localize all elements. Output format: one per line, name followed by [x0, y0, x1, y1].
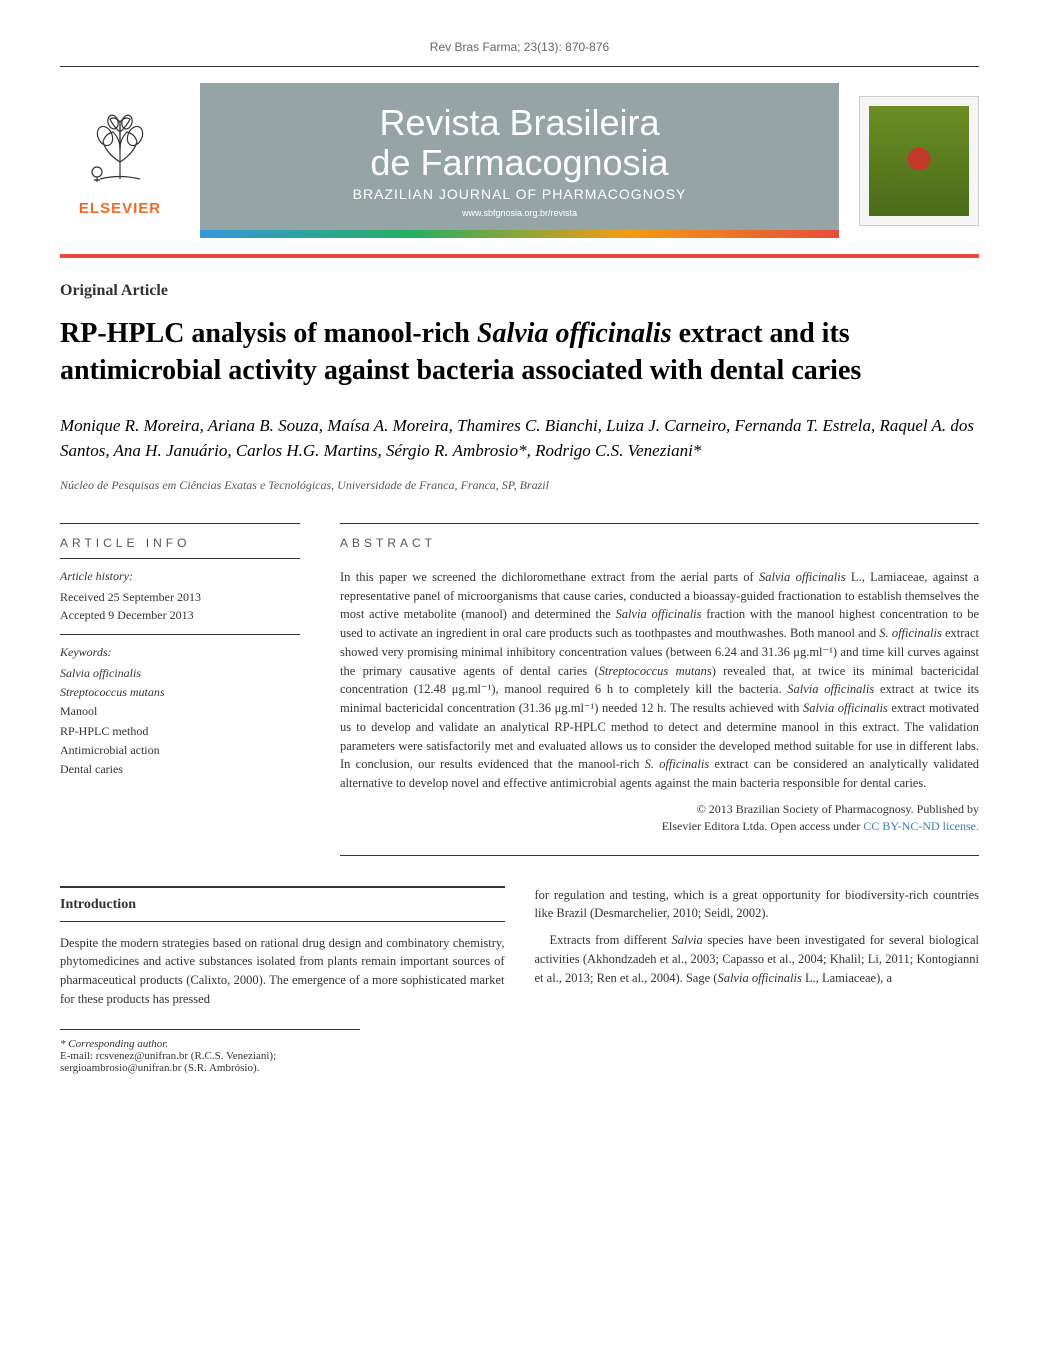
body-columns: Introduction Despite the modern strategi… [60, 886, 979, 1009]
body-column-left: Introduction Despite the modern strategi… [60, 886, 505, 1009]
history-accepted: Accepted 9 December 2013 [60, 606, 300, 624]
keyword-item: Streptococcus mutans [60, 683, 300, 702]
abstract-italic: S. officinalis [879, 626, 942, 640]
abstract-body: In this paper we screened the dichlorome… [340, 568, 979, 793]
article-history-block: Article history: Received 25 September 2… [60, 558, 300, 634]
journal-cover-thumbnail [859, 96, 979, 226]
abstract-seg: In this paper we screened the dichlorome… [340, 570, 759, 584]
keyword-item: RP-HPLC method [60, 722, 300, 741]
abstract-italic: Salvia officinalis [787, 682, 874, 696]
article-title: RP-HPLC analysis of manool-rich Salvia o… [60, 316, 979, 389]
email-label: E-mail: [60, 1050, 96, 1062]
abstract-italic: Salvia officinalis [803, 701, 888, 715]
top-horizontal-rule [60, 66, 979, 67]
keyword-item: Manool [60, 702, 300, 721]
corresponding-author-footnote: * Corresponding author. E-mail: rcsvenez… [60, 1029, 360, 1074]
journal-name-line1: Revista Brasileira [379, 102, 659, 143]
keyword-item: Salvia officinalis [60, 664, 300, 683]
journal-name-line2: de Farmacognosia [370, 142, 668, 183]
article-type-label: Original Article [60, 282, 979, 300]
abstract-column: ABSTRACT In this paper we screened the d… [340, 523, 979, 856]
intro-paragraph-3: Extracts from different Salvia species h… [535, 931, 980, 987]
history-label: Article history: [60, 569, 300, 584]
abstract-heading: ABSTRACT [340, 523, 979, 558]
citation-header: Rev Bras Farma; 23(13): 870-876 [60, 40, 979, 54]
title-text-1: RP-HPLC analysis of manool-rich [60, 318, 477, 349]
title-species-italic: Salvia officinalis [477, 318, 672, 349]
elsevier-wordmark: ELSEVIER [79, 200, 161, 217]
copyright-block: © 2013 Brazilian Society of Pharmacognos… [340, 801, 979, 835]
journal-name-portuguese: Revista Brasileira de Farmacognosia [370, 103, 668, 182]
banner-gradient-strip [200, 230, 839, 238]
intro-italic: Salvia [672, 933, 703, 947]
copyright-line1: © 2013 Brazilian Society of Pharmacognos… [697, 802, 979, 816]
cover-image [869, 106, 969, 216]
history-received: Received 25 September 2013 [60, 588, 300, 606]
abstract-italic: S. officinalis [645, 757, 710, 771]
elsevier-logo-block: ELSEVIER [60, 104, 180, 217]
info-abstract-row: ARTICLE INFO Article history: Received 2… [60, 523, 979, 856]
intro-italic: Salvia officinalis [717, 971, 801, 985]
keyword-item: Dental caries [60, 760, 300, 779]
elsevier-tree-icon [75, 104, 165, 194]
journal-url: www.sbfgnosia.org.br/revista [462, 208, 577, 218]
author-list: Monique R. Moreira, Ariana B. Souza, Maí… [60, 413, 979, 464]
author-affiliation: Núcleo de Pesquisas em Ciências Exatas e… [60, 478, 979, 493]
copyright-line2: Elsevier Editora Ltda. [662, 819, 771, 833]
journal-name-english: BRAZILIAN JOURNAL OF PHARMACOGNOSY [353, 186, 687, 202]
keyword-item: Antimicrobial action [60, 741, 300, 760]
abstract-italic: Salvia officinalis [616, 607, 702, 621]
license-link[interactable]: CC BY-NC-ND license. [863, 819, 979, 833]
body-column-right: for regulation and testing, which is a g… [535, 886, 980, 1009]
article-info-column: ARTICLE INFO Article history: Received 2… [60, 523, 300, 856]
keywords-label: Keywords: [60, 645, 300, 660]
abstract-italic: Streptococcus mutans [599, 664, 712, 678]
keywords-block: Keywords: Salvia officinalis Streptococc… [60, 634, 300, 789]
journal-title-banner: Revista Brasileira de Farmacognosia BRAZ… [200, 83, 839, 238]
intro-paragraph-1: Despite the modern strategies based on r… [60, 934, 505, 1009]
abstract-bottom-rule [340, 855, 979, 856]
introduction-heading: Introduction [60, 886, 505, 922]
article-info-heading: ARTICLE INFO [60, 523, 300, 558]
corresponding-label: * Corresponding author. [60, 1038, 360, 1050]
corresponding-emails: E-mail: rcsvenez@unifran.br (R.C.S. Vene… [60, 1050, 360, 1074]
license-prefix: Open access under [770, 819, 863, 833]
red-horizontal-rule [60, 254, 979, 258]
abstract-italic: Salvia officinalis [759, 570, 846, 584]
intro-seg: Extracts from different [550, 933, 672, 947]
cover-flower-graphic [899, 139, 939, 179]
intro-seg: L., Lamiaceae), a [802, 971, 892, 985]
intro-paragraph-2: for regulation and testing, which is a g… [535, 886, 980, 924]
journal-banner-row: ELSEVIER Revista Brasileira de Farmacogn… [60, 83, 979, 238]
